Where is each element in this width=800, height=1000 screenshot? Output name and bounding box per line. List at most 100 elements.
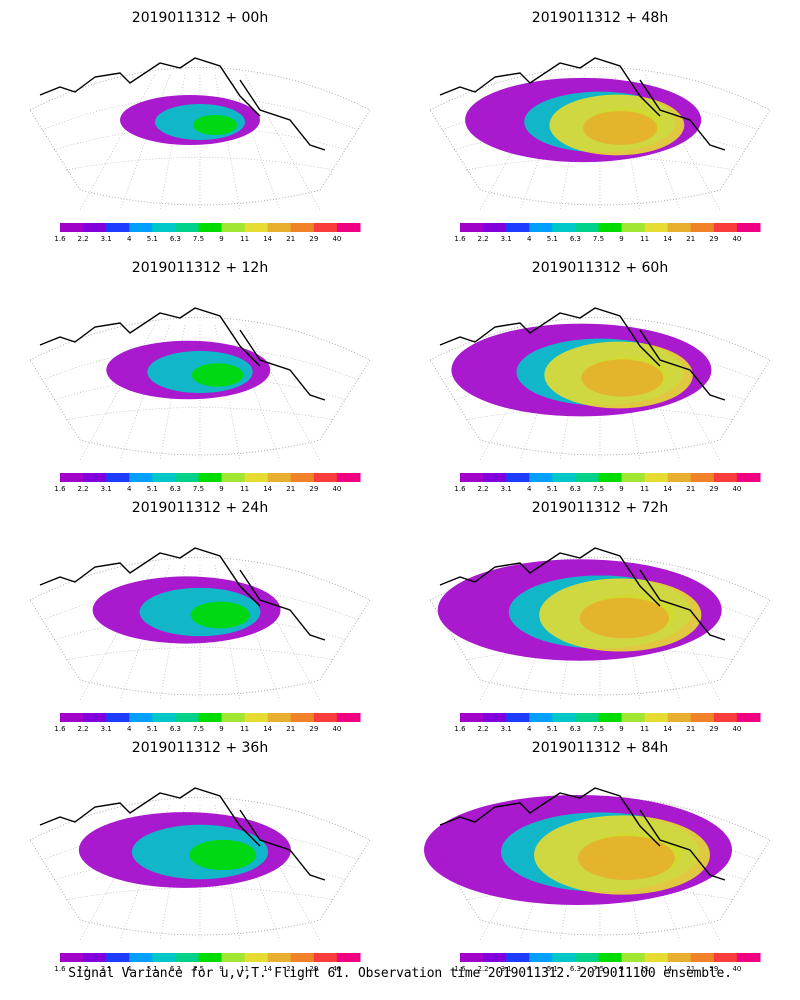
colorbar-segment — [313, 223, 338, 232]
coastline — [39, 787, 261, 847]
colorbar-tick-label: 21 — [286, 235, 295, 243]
colorbar-segment — [690, 713, 715, 722]
colorbar-segment — [483, 473, 507, 482]
colorbar-segment — [644, 953, 669, 962]
colorbar-tick-label: 40 — [332, 235, 341, 243]
coastline — [239, 329, 326, 401]
colorbar-tick-label: 11 — [240, 725, 249, 733]
colorbar-segment — [244, 713, 269, 722]
colorbar-segment — [690, 223, 715, 232]
colorbar-segment — [106, 713, 130, 722]
coastline — [439, 547, 661, 607]
colorbar-tick-label: 11 — [640, 235, 649, 243]
colorbar-segment — [460, 473, 484, 482]
colorbar-tick-label: 9 — [619, 235, 623, 243]
colorbar-segment — [244, 223, 269, 232]
map-panel: 2019011312 + 48h 1.6 2.2 3.1 4 5.1 6.3 7.5 9 11 14… — [429, 10, 771, 243]
colorbar-segment — [598, 223, 623, 232]
colorbar-tick-label: 1.6 — [454, 485, 466, 493]
colorbar-segment — [529, 223, 553, 232]
longitude-line — [559, 324, 586, 461]
colorbar-segment — [460, 713, 484, 722]
colorbar-tick-label: 2.2 — [478, 725, 489, 733]
longitude-line — [214, 564, 241, 701]
colorbar-tick-label: 4 — [527, 485, 532, 493]
colorbar-tick-label: 4 — [127, 725, 132, 733]
colorbar-tick-label: 7.5 — [593, 235, 604, 243]
longitude-line — [614, 564, 641, 701]
panel-title: 2019011312 + 72h — [532, 500, 668, 516]
colorbar-tick-label: 5.1 — [147, 725, 158, 733]
coastline — [639, 809, 726, 881]
colorbar-tick-label: 2.2 — [478, 485, 489, 493]
colorbar-segment — [60, 713, 84, 722]
colorbar-segment — [552, 953, 576, 962]
colorbar-tick-label: 3.1 — [101, 965, 112, 973]
colorbar-segment — [221, 473, 246, 482]
colorbar-tick-label: 6.3 — [170, 235, 181, 243]
colorbar-tick-label: 14 — [263, 725, 272, 733]
colorbar-segment — [552, 223, 576, 232]
colorbar-tick-label: 9 — [219, 485, 223, 493]
colorbar-tick-label: 2.2 — [478, 965, 489, 973]
colorbar-segment — [83, 713, 107, 722]
colorbar-tick-label: 29 — [309, 485, 318, 493]
colorbar-segment — [129, 953, 153, 962]
colorbar-tick-label: 9 — [619, 725, 623, 733]
colorbar-tick-label: 2.2 — [78, 725, 89, 733]
colorbar-segment — [267, 223, 292, 232]
colorbar-tick-label: 4 — [527, 965, 532, 973]
colorbar-tick-label: 5.1 — [147, 485, 158, 493]
latitude-line — [53, 377, 347, 401]
colorbar-segment — [552, 473, 576, 482]
coastline — [39, 57, 261, 117]
latitude-line — [465, 407, 735, 421]
map-panel: 2019011312 + 00h 1.6 2.2 3.1 4 5.1 6.3 7.5 9 11 14… — [29, 10, 371, 243]
coastline — [639, 329, 726, 401]
colorbar-tick-label: 2.2 — [478, 235, 489, 243]
colorbar-tick-label: 5.1 — [547, 725, 558, 733]
coastline — [439, 307, 661, 367]
colorbar-segment — [60, 223, 84, 232]
colorbar-tick-label: 40 — [332, 965, 341, 973]
longitude-line — [614, 74, 641, 211]
colorbar-tick-label: 11 — [640, 965, 649, 973]
colorbar-tick-label: 14 — [263, 965, 272, 973]
colorbar-segment — [713, 713, 738, 722]
colorbar-segment — [336, 713, 361, 722]
colorbar-segment — [290, 953, 315, 962]
colorbar-segment — [506, 223, 530, 232]
colorbar-tick-label: 11 — [240, 235, 249, 243]
colorbar-segment — [221, 953, 246, 962]
colorbar-segment — [621, 953, 646, 962]
colorbar-segment — [460, 953, 484, 962]
coastline — [39, 307, 261, 367]
coastline — [239, 569, 326, 641]
colorbar-segment — [483, 223, 507, 232]
colorbar-segment — [152, 953, 176, 962]
colorbar-tick-label: 7.5 — [193, 485, 204, 493]
longitude-line — [214, 804, 241, 941]
colorbar-tick-label: 7.5 — [593, 965, 604, 973]
colorbar-segment — [60, 953, 84, 962]
colorbar-segment — [575, 953, 599, 962]
colorbar-tick-label: 14 — [663, 235, 672, 243]
colorbar-segment — [552, 713, 576, 722]
colorbar-segment — [198, 713, 223, 722]
colorbar-tick-label: 29 — [709, 725, 718, 733]
panel-title: 2019011312 + 48h — [532, 10, 668, 26]
variance-field — [190, 601, 250, 629]
colorbar-tick-label: 6.3 — [170, 965, 181, 973]
colorbar-tick-label: 2.2 — [78, 965, 89, 973]
colorbar-segment — [83, 473, 107, 482]
colorbar-segment — [529, 713, 553, 722]
colorbar-tick-label: 11 — [240, 965, 249, 973]
colorbar-segment — [575, 473, 599, 482]
colorbar-segment — [621, 713, 646, 722]
map-boundary — [29, 797, 371, 936]
panel-title: 2019011312 + 12h — [132, 260, 268, 276]
variance-field — [581, 359, 664, 397]
colorbar-tick-label: 21 — [686, 235, 695, 243]
colorbar-segment — [106, 473, 130, 482]
